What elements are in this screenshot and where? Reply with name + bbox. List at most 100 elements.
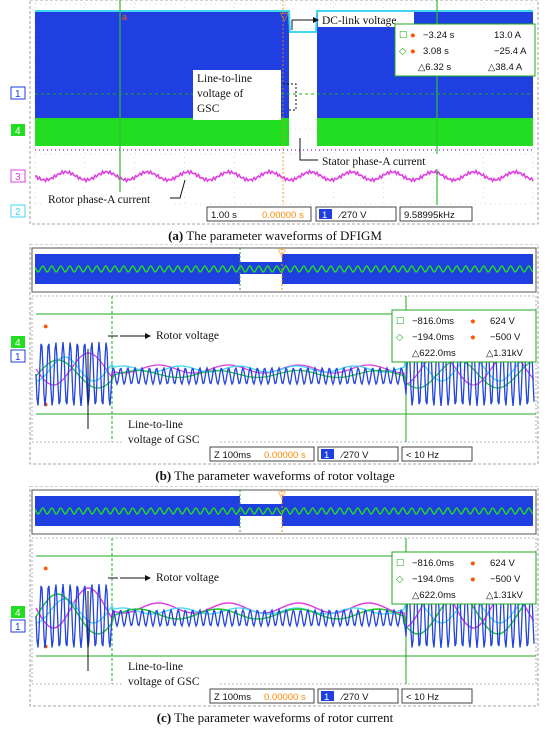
status-bar-c: Z 100ms 0.00000 s 1 ∕270 V < 10 Hz (209, 688, 473, 704)
scope-screen-c: ▽ ● ● 4 1 Rotor voltage Line-to-line vol… (10, 486, 539, 707)
cursor-readout-b: ☐ −816.0ms ● 624 V ◇ −194.0ms ● −500 V △… (391, 309, 537, 363)
svg-text:4: 4 (15, 338, 21, 349)
ch4-waveform-right (317, 118, 533, 146)
svg-text:3.08 s: 3.08 s (423, 46, 449, 57)
svg-text:13.0 A: 13.0 A (494, 30, 522, 41)
svg-text:◇: ◇ (396, 574, 404, 585)
rotor-current-label: Rotor phase-A current (48, 194, 151, 206)
svg-text:< 10 Hz: < 10 Hz (406, 692, 439, 703)
ch2-trace-c (35, 598, 535, 624)
status-bar-a: 1.00 s 0.00000 s 1 ∕270 V 9.58995kHz (206, 206, 473, 222)
svg-text:●: ● (470, 558, 476, 569)
svg-text:●: ● (410, 30, 416, 41)
svg-text:Z 100ms: Z 100ms (214, 692, 251, 703)
svg-text:△622.0ms: △622.0ms (412, 590, 456, 601)
svg-text:2: 2 (15, 207, 21, 218)
svg-text:1: 1 (15, 622, 21, 633)
svg-text:●: ● (470, 574, 476, 585)
svg-text:△1.31kV: △1.31kV (486, 348, 524, 359)
scope-screen-a: a ▽ 1 4 3 2 DC-link voltage Line-to-line… (10, 0, 539, 225)
ch2-trace-b (35, 356, 535, 382)
svg-text:☐: ☐ (396, 316, 405, 327)
panel-a: a ▽ 1 4 3 2 DC-link voltage Line-to-line… (0, 0, 550, 227)
svg-text:624 V: 624 V (490, 558, 515, 569)
svg-text:▽: ▽ (278, 490, 286, 501)
channel-marker-3[interactable]: 3 (10, 169, 26, 183)
svg-text:4: 4 (15, 608, 21, 619)
svg-text:1: 1 (324, 692, 329, 703)
ch3-rotor-current-trace (34, 168, 534, 184)
svg-text:∕270 V: ∕270 V (340, 450, 369, 461)
svg-text:−194.0ms: −194.0ms (412, 332, 454, 343)
channel-marker-1-b[interactable]: 1 (10, 349, 26, 363)
svg-text:0.00000 s: 0.00000 s (262, 210, 304, 221)
channel-marker-2[interactable]: 2 (10, 204, 26, 218)
svg-text:△6.32 s: △6.32 s (418, 62, 451, 73)
svg-text:●: ● (410, 46, 416, 57)
svg-text:−816.0ms: −816.0ms (412, 558, 454, 569)
svg-text:−500 V: −500 V (490, 574, 521, 585)
panel-b: ▽ ● ● 4 1 Rotor voltage Line-to-line vol… (0, 244, 550, 466)
svg-text:●: ● (43, 321, 48, 331)
svg-text:▽: ▽ (278, 248, 286, 259)
svg-text:●: ● (470, 316, 476, 327)
svg-text:☐: ☐ (399, 30, 408, 41)
channel-marker-4[interactable]: 4 (11, 124, 25, 137)
svg-text:−816.0ms: −816.0ms (412, 316, 454, 327)
svg-text:0.00000 s: 0.00000 s (264, 450, 306, 461)
svg-text:1: 1 (324, 450, 329, 461)
caption-b: (b) The parameter waveforms of rotor vol… (155, 468, 395, 483)
channel-marker-4-c[interactable]: 4 (11, 606, 25, 619)
svg-text:◇: ◇ (396, 332, 404, 343)
caption-a: (a) The parameter waveforms of DFIGM (168, 228, 382, 243)
trigger-marker-icon: ▽ (280, 11, 289, 23)
gsc-label-b-line1: Line-to-line (128, 419, 183, 431)
svg-text:●: ● (43, 563, 48, 573)
svg-text:●: ● (470, 332, 476, 343)
svg-text:−3.24 s: −3.24 s (423, 30, 455, 41)
svg-text:4: 4 (15, 126, 21, 137)
overview-ch4-trace (34, 265, 534, 273)
svg-text:1.00 s: 1.00 s (211, 210, 237, 221)
svg-text:☐: ☐ (396, 558, 405, 569)
svg-text:9.58995kHz: 9.58995kHz (404, 210, 455, 221)
svg-text:3: 3 (15, 172, 21, 183)
stator-current-label: Stator phase-A current (322, 156, 426, 168)
dc-link-voltage-label: DC-link voltage (322, 15, 396, 27)
rotor-voltage-label-c: Rotor voltage (156, 572, 219, 584)
channel-marker-1-c[interactable]: 1 (10, 619, 26, 633)
svg-text:∕270 V: ∕270 V (340, 692, 369, 703)
overview-ch4-trace-c (34, 507, 534, 515)
caption-c: (c) The parameter waveforms of rotor cur… (156, 710, 394, 725)
scope-screen-b: ▽ ● ● 4 1 Rotor voltage Line-to-line vol… (10, 244, 539, 465)
svg-text:−500 V: −500 V (490, 332, 521, 343)
channel-marker-4-b[interactable]: 4 (11, 336, 25, 349)
svg-text:Z 100ms: Z 100ms (214, 450, 251, 461)
svg-text:624 V: 624 V (490, 316, 515, 327)
gsc-label-line3: GSC (197, 103, 220, 115)
channel-marker-1[interactable]: 1 (10, 86, 26, 100)
cursor-readout-c: ☐ −816.0ms ● 624 V ◇ −194.0ms ● −500 V △… (391, 551, 537, 605)
svg-text:1: 1 (15, 352, 21, 363)
gsc-label-line1: Line-to-line (197, 73, 252, 85)
svg-text:< 10 Hz: < 10 Hz (406, 450, 439, 461)
gsc-label-c-line1: Line-to-line (128, 661, 183, 673)
svg-text:1: 1 (15, 89, 21, 100)
svg-text:−194.0ms: −194.0ms (412, 574, 454, 585)
svg-text:△38.4 A: △38.4 A (488, 62, 523, 73)
svg-text:1: 1 (322, 210, 327, 221)
gsc-label-line2: voltage of (197, 88, 243, 100)
svg-text:◇: ◇ (399, 46, 407, 57)
svg-text:−25.4 A: −25.4 A (494, 46, 527, 57)
panel-c: ▽ ● ● 4 1 Rotor voltage Line-to-line vol… (0, 486, 550, 708)
cursor-readout-a: ☐ ● −3.24 s 13.0 A ◇ ● 3.08 s −25.4 A △6… (394, 23, 536, 77)
gsc-label-b-line2: voltage of GSC (128, 434, 200, 446)
svg-text:a: a (122, 12, 127, 22)
ch4-waveform-left (35, 118, 289, 146)
gsc-label-c-line2: voltage of GSC (128, 676, 200, 688)
ch2-dc-link-trace (35, 10, 533, 33)
svg-text:△622.0ms: △622.0ms (412, 348, 456, 359)
svg-text:0.00000 s: 0.00000 s (264, 692, 306, 703)
svg-text:∕270 V: ∕270 V (338, 210, 367, 221)
rotor-voltage-label-b: Rotor voltage (156, 330, 219, 342)
